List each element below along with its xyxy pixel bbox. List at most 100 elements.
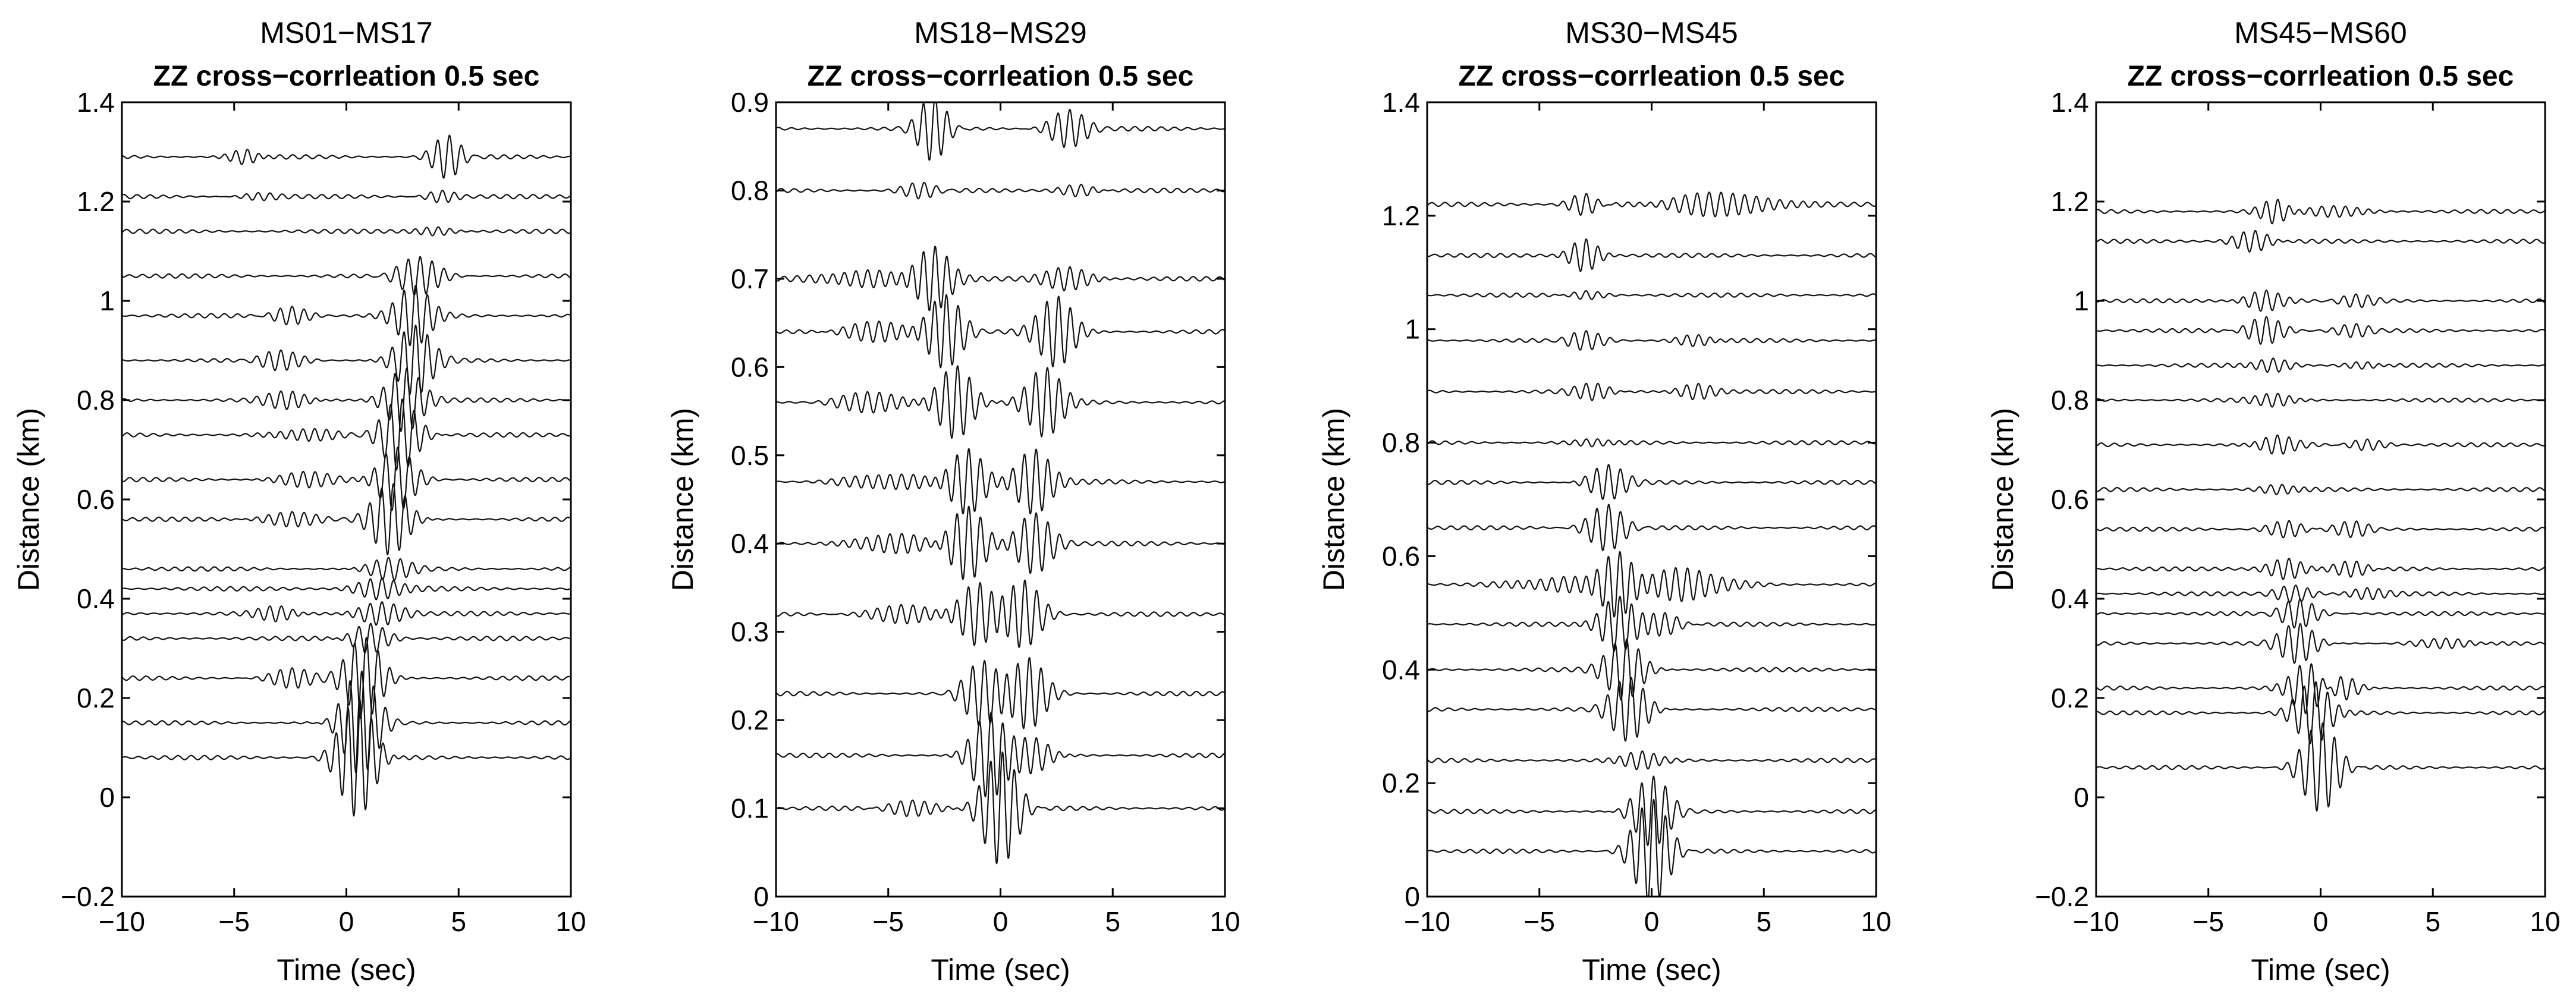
waveform-trace [776, 448, 1225, 515]
waveform-trace [122, 637, 571, 719]
x-tick-label: −5 [2193, 906, 2224, 937]
waveform-trace [122, 483, 571, 555]
y-tick-label: 0.6 [1382, 540, 1420, 571]
panel-3: MS30−MS45 ZZ cross−corrleation 0.5 sec −10… [1317, 16, 1892, 986]
y-tick-label: 0.9 [731, 87, 769, 118]
x-tick-label: 5 [1105, 906, 1120, 937]
waveform-trace [1427, 464, 1876, 500]
y-tick-label: 0 [2074, 782, 2089, 813]
x-tick-label: 10 [555, 906, 586, 937]
panel-title: MS01−MS17 [260, 16, 432, 49]
waveform-trace [776, 181, 1225, 200]
y-tick-label: 0.4 [2051, 583, 2089, 614]
waveform-trace [122, 367, 571, 432]
panel-title: MS45−MS60 [2234, 16, 2407, 49]
x-axis-label: Time (sec) [277, 953, 416, 986]
y-axis-label: Distance (km) [1986, 408, 2019, 591]
y-tick-label: 0 [753, 881, 769, 912]
waveform-trace [776, 246, 1225, 312]
y-tick-label: 1.2 [77, 186, 115, 217]
waveform-trace [122, 190, 571, 203]
y-tick-label: 0.5 [731, 440, 769, 471]
x-tick-label: −5 [873, 906, 904, 937]
panel-title: MS18−MS29 [914, 16, 1086, 49]
x-tick-label: 5 [2425, 906, 2440, 937]
x-tick-label: 0 [993, 906, 1009, 937]
x-tick-label: −5 [1524, 906, 1555, 937]
waveform-trace [1427, 382, 1876, 401]
y-tick-label: 0.1 [731, 793, 769, 824]
x-tick-label: 5 [451, 906, 466, 937]
y-tick-label: 1 [1405, 314, 1420, 345]
x-axis-label: Time (sec) [1582, 953, 1721, 986]
waveform-trace [776, 579, 1225, 648]
y-tick-label: 0.4 [731, 528, 769, 559]
x-tick-label: −10 [753, 906, 799, 937]
waveform-trace [122, 623, 571, 653]
panel-subtitle: ZZ cross−corrleation 0.5 sec [1459, 61, 1845, 92]
y-tick-label: 0 [99, 782, 115, 813]
waveform-trace [1427, 638, 1876, 701]
y-tick-label: 0.4 [1382, 654, 1420, 685]
waveform-trace [2096, 199, 2545, 225]
traces [122, 134, 571, 817]
y-tick-label: 0.2 [731, 705, 769, 735]
x-tick-label: −5 [219, 906, 250, 937]
waveform-trace [122, 557, 571, 581]
x-tick-label: 10 [1861, 906, 1891, 937]
y-axis-label: Distance (km) [1317, 408, 1350, 591]
y-tick-label: 1 [2074, 285, 2089, 316]
y-tick-label: −0.2 [61, 881, 115, 912]
y-axis-label: Distance (km) [666, 408, 699, 591]
waveform-trace [1427, 504, 1876, 551]
y-tick-label: 0.8 [1382, 427, 1420, 458]
waveform-trace [2096, 598, 2545, 629]
y-tick-label: 0.6 [77, 484, 115, 515]
waveform-trace [1427, 798, 1876, 897]
waveform-trace [776, 365, 1225, 439]
y-tick-label: 1 [99, 285, 115, 316]
panel-1: MS01−MS17 ZZ cross−corrleation 0.5 sec −10… [12, 16, 586, 986]
waveform-trace [1427, 191, 1876, 218]
waveform-trace [1427, 438, 1876, 448]
panel-2: MS18−MS29 ZZ cross−corrleation 0.5 sec −10… [666, 16, 1240, 986]
y-tick-label: 1.2 [2051, 186, 2089, 217]
y-tick-label: 0 [1405, 881, 1420, 912]
waveform-trace [122, 601, 571, 626]
waveform-trace [1427, 290, 1876, 300]
waveform-trace [776, 294, 1225, 369]
y-tick-label: 0.7 [731, 263, 769, 294]
waveform-trace [776, 505, 1225, 580]
waveform-trace [122, 284, 571, 347]
y-tick-label: 0.6 [2051, 484, 2089, 515]
waveform-trace [2096, 230, 2545, 253]
waveform-trace [776, 712, 1225, 798]
waveform-trace [122, 256, 571, 296]
waveform-trace [1427, 596, 1876, 652]
waveform-trace [1427, 330, 1876, 351]
waveform-trace [2096, 316, 2545, 345]
x-tick-label: 0 [339, 906, 354, 937]
x-tick-label: 5 [1756, 906, 1771, 937]
waveform-trace [2096, 681, 2545, 745]
waveform-trace [122, 324, 571, 395]
y-tick-label: 0.3 [731, 617, 769, 647]
x-tick-label: 0 [2313, 906, 2329, 937]
waveform-trace [2096, 558, 2545, 580]
y-tick-label: −0.2 [2035, 881, 2089, 912]
x-tick-label: −10 [2073, 906, 2119, 937]
y-axis-label: Distance (km) [12, 408, 45, 591]
traces [776, 102, 1225, 864]
waveform-trace [2096, 392, 2545, 408]
waveform-trace [122, 577, 571, 601]
waveform-trace [2096, 483, 2545, 495]
y-tick-label: 0.4 [77, 583, 115, 614]
x-tick-label: 10 [2530, 906, 2560, 937]
panel-4: MS45−MS60 ZZ cross−corrleation 0.5 sec −10… [1986, 16, 2561, 986]
waveform-trace [776, 751, 1225, 864]
waveform-trace [122, 670, 571, 774]
waveform-trace [2096, 357, 2545, 373]
waveform-trace [1427, 677, 1876, 742]
waveform-trace [1427, 238, 1876, 272]
